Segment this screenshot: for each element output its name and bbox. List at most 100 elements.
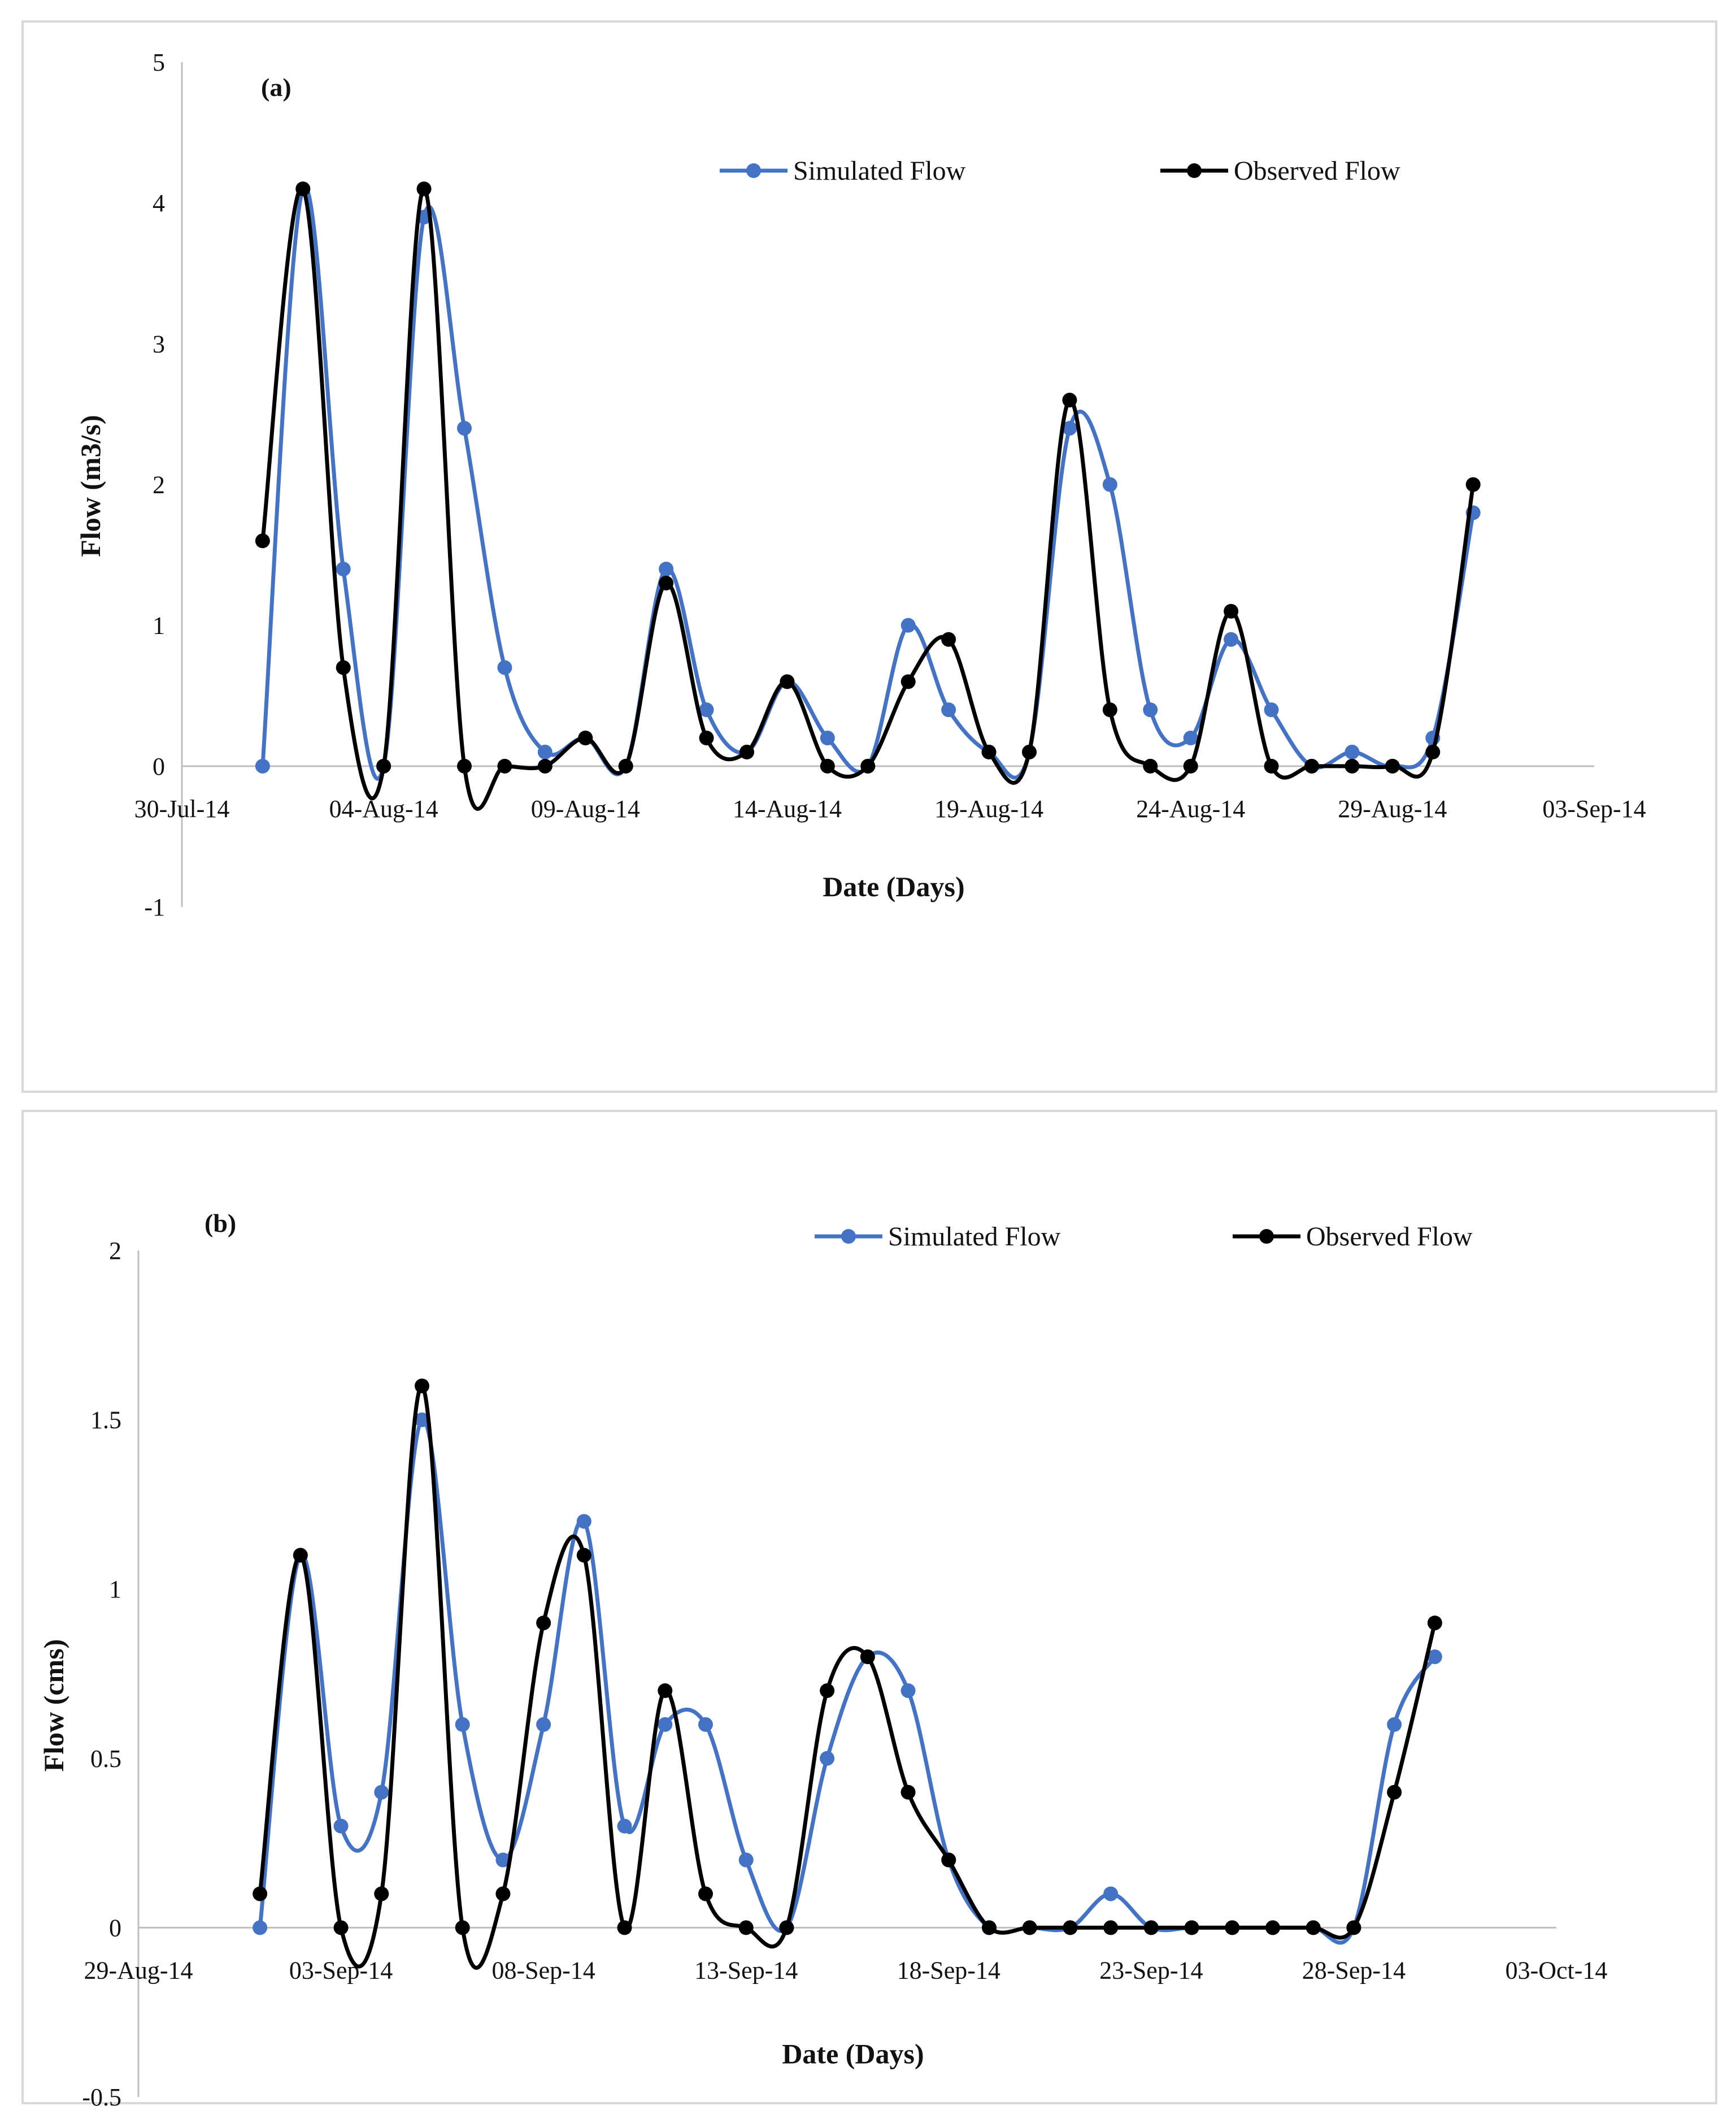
data-point-b-observed-16 [900,1784,916,1800]
data-point-b-observed-26 [1306,1920,1321,1935]
data-point-a-simulated-20 [1062,420,1077,436]
data-point-a-simulated-16 [900,618,916,633]
x-axis-title-a: Date (Days) [823,871,964,902]
y-tick-label-b-3: 1 [109,1575,121,1603]
data-point-a-observed-18 [981,744,997,759]
data-point-b-simulated-7 [536,1717,551,1732]
data-point-b-observed-18 [982,1920,997,1935]
y-tick-label-a-6: 5 [153,49,165,76]
data-point-b-observed-25 [1265,1920,1280,1935]
data-point-a-observed-9 [618,758,633,774]
flow-chart-a: -1 0 1 2 3 4 5 30-Jul-14 04-Aug-14 09-Aug-14 14-Au… [75,49,1646,921]
data-point-b-observed-22 [1143,1920,1159,1935]
data-point-a-observed-8 [578,731,593,745]
legend-label-b-0: Simulated Flow [888,1222,1061,1252]
data-point-b-observed-29 [1427,1616,1442,1631]
y-tick-label-b-5: 2 [109,1237,121,1265]
x-tick-label-a-0: 30-Jul-14 [134,795,230,823]
legend-label-a-1: Observed Flow [1234,156,1400,186]
data-point-a-observed-23 [1183,758,1198,774]
data-point-b-observed-21 [1103,1920,1119,1935]
data-point-b-observed-15 [860,1649,875,1665]
data-point-a-simulated-10 [659,562,674,576]
series-line-a-simulated [260,184,1476,781]
data-point-a-observed-16 [900,674,916,689]
data-point-a-observed-19 [1022,744,1037,759]
legend-label-b-1: Observed Flow [1306,1222,1473,1252]
data-point-a-observed-21 [1102,702,1117,718]
y-tick-label-b-0: -0.5 [82,2083,121,2111]
data-point-a-simulated-0 [255,758,270,774]
panel-label-b: (b) [205,1209,236,1237]
x-tick-label-b-3: 13-Sep-14 [694,1956,798,1984]
data-point-a-observed-25 [1264,758,1279,774]
series-line-b-observed [258,1384,1437,1970]
x-tick-label-a-4: 19-Aug-14 [934,795,1043,823]
data-point-a-simulated-11 [699,702,714,718]
data-point-b-simulated-14 [820,1751,835,1766]
data-point-b-observed-5 [455,1920,470,1935]
data-point-a-observed-12 [739,744,754,759]
x-axis-title-b: Date (Days) [782,2038,924,2069]
data-point-a-observed-27 [1345,758,1360,774]
data-point-a-observed-0 [255,533,270,549]
y-tick-label-b-2: 0.5 [90,1745,121,1773]
y-tick-label-a-4: 3 [153,330,165,358]
data-point-a-observed-11 [699,731,714,745]
x-tick-label-b-6: 28-Sep-14 [1302,1956,1406,1984]
data-point-b-simulated-5 [455,1717,470,1732]
data-point-b-simulated-11 [698,1717,713,1732]
data-point-a-simulated-2 [336,562,351,576]
legend-label-a-0: Simulated Flow [793,156,966,186]
data-point-b-observed-14 [820,1683,835,1698]
data-point-b-observed-8 [576,1548,591,1563]
data-point-a-observed-28 [1385,758,1400,774]
panel-label-a: (a) [261,73,291,102]
data-point-a-simulated-6 [497,660,512,675]
y-tick-label-b-4: 1.5 [90,1406,121,1434]
data-point-b-observed-20 [1063,1920,1078,1935]
chart-panel-a: -1 0 1 2 3 4 5 30-Jul-14 04-Aug-14 09-Aug-14 14-Au… [21,20,1717,1093]
x-tick-label-b-5: 23-Sep-14 [1099,1956,1203,1984]
data-point-b-simulated-4 [415,1412,429,1427]
data-point-a-observed-30 [1465,477,1481,492]
data-point-b-observed-27 [1346,1920,1361,1935]
x-tick-label-b-7: 03-Oct-14 [1506,1956,1608,1984]
data-point-b-observed-6 [495,1886,511,1901]
x-tick-label-b-0: 29-Aug-14 [84,1956,193,1984]
legend-marker-b-1 [1259,1229,1274,1244]
data-point-b-simulated-9 [617,1818,632,1834]
data-point-b-observed-9 [617,1920,632,1935]
data-point-a-observed-15 [860,758,876,774]
data-point-a-simulated-22 [1143,702,1158,718]
data-point-b-simulated-10 [658,1717,673,1732]
legend-marker-b-0 [841,1229,856,1244]
data-point-a-observed-7 [537,758,552,774]
data-point-b-observed-4 [415,1378,429,1393]
data-point-b-simulated-28 [1387,1717,1402,1732]
y-tick-label-a-3: 2 [153,471,165,499]
data-point-b-observed-11 [698,1886,713,1901]
data-point-b-simulated-29 [1427,1649,1442,1665]
data-point-a-observed-10 [659,575,674,590]
data-point-a-observed-5 [457,758,472,774]
data-point-a-observed-3 [376,758,391,774]
x-tick-label-b-2: 08-Sep-14 [491,1956,595,1984]
data-point-a-simulated-23 [1183,731,1198,745]
data-point-b-observed-23 [1184,1920,1199,1935]
data-point-a-observed-2 [336,660,351,675]
data-point-b-simulated-8 [576,1514,591,1529]
data-point-b-observed-7 [536,1616,551,1631]
data-point-b-observed-19 [1022,1920,1037,1935]
data-point-a-simulated-27 [1345,744,1360,759]
data-point-a-observed-22 [1143,758,1158,774]
data-point-a-observed-4 [416,181,432,197]
data-point-a-observed-20 [1062,393,1077,407]
y-tick-label-a-1: 0 [153,753,165,780]
data-point-b-observed-1 [293,1548,308,1563]
x-tick-label-a-3: 14-Aug-14 [733,795,842,823]
data-point-a-observed-13 [780,674,795,689]
data-point-a-simulated-24 [1224,632,1239,647]
y-axis-title-b: Flow (cms) [38,1639,69,1772]
data-point-a-observed-6 [497,758,512,774]
